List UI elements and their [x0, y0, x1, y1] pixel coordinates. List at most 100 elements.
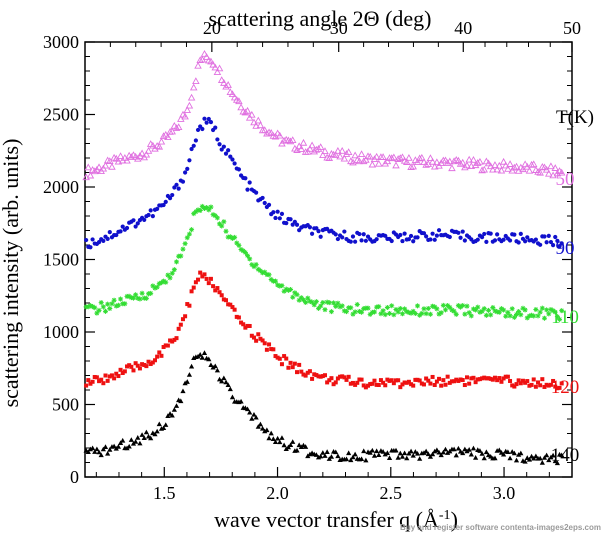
data-point — [544, 240, 549, 245]
data-point — [133, 224, 138, 229]
data-point — [107, 230, 112, 235]
data-point — [541, 455, 548, 460]
data-point — [424, 376, 429, 381]
data-point — [166, 128, 174, 135]
data-point — [94, 446, 100, 452]
data-point — [538, 383, 543, 388]
data-point — [183, 106, 192, 114]
data-point — [111, 443, 117, 449]
data-point — [518, 312, 524, 318]
data-point — [238, 398, 244, 404]
data-point — [89, 445, 96, 451]
data-point — [213, 288, 218, 293]
data-point — [247, 256, 253, 262]
data-point — [184, 379, 190, 384]
data-point — [520, 378, 525, 383]
data-point — [240, 248, 246, 254]
data-point — [186, 372, 193, 377]
data-point — [156, 281, 162, 287]
data-point — [518, 450, 524, 456]
data-point — [143, 429, 149, 435]
data-point — [142, 150, 151, 158]
data-point — [507, 313, 513, 319]
data-point — [460, 450, 466, 456]
data-point — [524, 315, 530, 321]
data-point — [98, 300, 104, 306]
data-point — [224, 81, 232, 88]
data-point — [174, 259, 180, 265]
data-point — [292, 290, 298, 296]
data-point — [471, 375, 476, 380]
data-point — [417, 312, 423, 318]
data-point — [361, 383, 366, 388]
data-point — [309, 231, 315, 236]
data-point — [182, 241, 188, 247]
data-point — [385, 377, 390, 382]
data-point — [213, 68, 222, 75]
data-point — [484, 159, 493, 167]
data-point — [283, 286, 289, 292]
data-point — [221, 144, 226, 149]
data-point — [350, 311, 356, 317]
data-point — [245, 253, 251, 259]
data-point — [397, 450, 403, 456]
data-point — [354, 301, 360, 307]
data-point — [101, 238, 106, 243]
data-point — [299, 369, 304, 374]
data-point — [212, 363, 218, 369]
data-point — [305, 370, 310, 375]
data-point — [446, 157, 454, 165]
data-point — [116, 152, 125, 160]
data-point — [284, 221, 289, 226]
data-point — [440, 449, 446, 455]
top-tick-label: 40 — [454, 18, 472, 38]
data-point — [374, 382, 379, 387]
data-point — [192, 77, 200, 84]
data-point — [237, 103, 245, 111]
data-point — [550, 243, 556, 248]
data-point — [327, 378, 332, 383]
data-point — [456, 230, 461, 235]
data-point — [155, 142, 164, 150]
data-point — [280, 136, 288, 144]
data-point — [135, 435, 141, 440]
data-point — [527, 160, 536, 168]
data-point — [460, 303, 466, 309]
data-point — [118, 367, 123, 372]
series-50 — [82, 49, 566, 181]
data-point — [256, 121, 265, 129]
data-point — [411, 239, 416, 244]
data-point — [223, 151, 229, 156]
data-point — [353, 239, 358, 244]
data-point — [340, 374, 345, 379]
data-point — [369, 447, 375, 453]
data-point — [223, 379, 229, 385]
data-point — [114, 157, 123, 165]
data-point — [536, 168, 544, 176]
data-point — [105, 378, 110, 383]
data-point — [276, 131, 284, 139]
data-point — [208, 362, 214, 368]
data-point — [249, 416, 255, 421]
data-point — [430, 162, 439, 170]
data-point — [427, 311, 433, 317]
data-point — [116, 374, 121, 379]
data-point — [432, 237, 437, 242]
data-point — [335, 453, 341, 459]
data-point — [100, 304, 106, 310]
data-point — [126, 443, 132, 449]
data-point — [293, 146, 301, 153]
data-point — [442, 307, 448, 313]
x-axis-label-prefix: wave vector transfer q ( — [214, 507, 423, 532]
data-point — [122, 369, 127, 374]
data-point — [336, 152, 344, 160]
data-point — [213, 125, 218, 130]
data-point — [378, 378, 383, 383]
data-point — [453, 311, 459, 317]
data-point — [355, 380, 360, 385]
data-point — [359, 377, 364, 382]
data-point — [154, 284, 160, 290]
data-point — [547, 162, 555, 170]
data-point — [434, 447, 440, 453]
